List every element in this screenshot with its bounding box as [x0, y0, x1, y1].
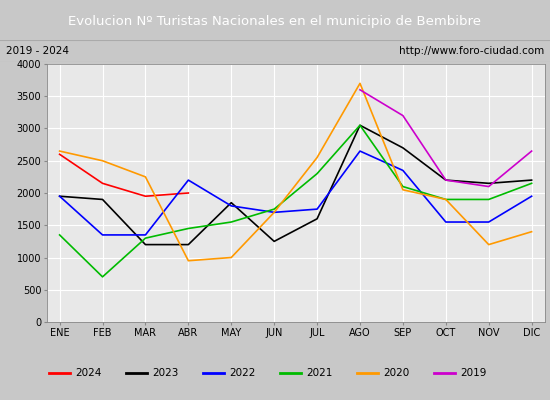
- Text: 2019 - 2024: 2019 - 2024: [6, 46, 69, 56]
- Text: Evolucion Nº Turistas Nacionales en el municipio de Bembibre: Evolucion Nº Turistas Nacionales en el m…: [69, 14, 481, 28]
- Text: http://www.foro-ciudad.com: http://www.foro-ciudad.com: [399, 46, 544, 56]
- Text: 2021: 2021: [306, 368, 332, 378]
- Text: 2022: 2022: [229, 368, 255, 378]
- Text: 2019: 2019: [460, 368, 486, 378]
- Text: 2023: 2023: [152, 368, 178, 378]
- Text: 2020: 2020: [383, 368, 409, 378]
- Text: 2024: 2024: [75, 368, 101, 378]
